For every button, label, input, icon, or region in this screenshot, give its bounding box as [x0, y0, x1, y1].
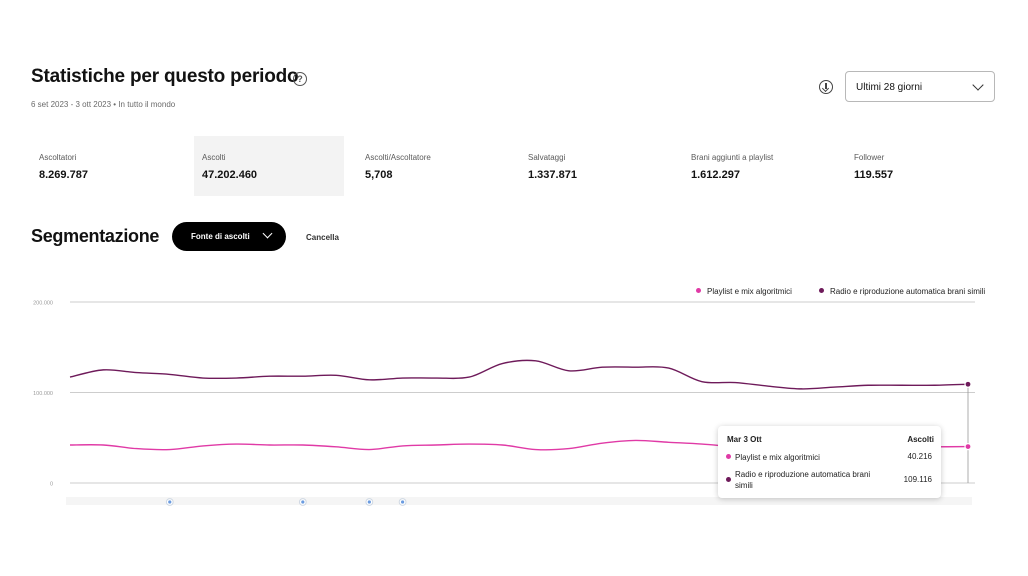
- timeline-marker-dot: [400, 500, 405, 504]
- cancel-button[interactable]: Cancella: [306, 233, 339, 242]
- series-end-point: [964, 443, 972, 451]
- page-title: Statistiche per questo periodo: [31, 66, 299, 87]
- stat-value: 119.557: [854, 169, 894, 181]
- stat-label: Salvataggi: [528, 153, 566, 162]
- stat-value: 1.337.871: [528, 169, 577, 181]
- tooltip-header: Ascolti: [907, 435, 934, 444]
- period-subtitle: 6 set 2023 - 3 ott 2023 • In tutto il mo…: [31, 100, 176, 109]
- stat-ascolti-per-ascoltatore[interactable]: Ascolti/Ascoltatore 5,708: [357, 136, 507, 196]
- y-tick-label: 0: [50, 482, 53, 488]
- stat-follower[interactable]: Follower 119.557: [846, 136, 996, 196]
- period-select[interactable]: Ultimi 28 giorni: [845, 71, 995, 102]
- x-axis-band: [66, 497, 972, 505]
- tooltip-date: Mar 3 Ott: [727, 435, 762, 444]
- chart-tooltip: Mar 3 Ott Ascolti Playlist e mix algorit…: [718, 426, 941, 498]
- y-tick-label: 200.000: [33, 301, 53, 307]
- stat-label: Ascoltatori: [39, 153, 77, 162]
- stat-label: Brani aggiunti a playlist: [691, 153, 774, 162]
- dot-icon: [726, 454, 731, 459]
- stat-ascoltatori[interactable]: Ascoltatori 8.269.787: [31, 136, 181, 196]
- tooltip-row-name: Playlist e mix algoritmici: [735, 453, 820, 462]
- download-icon[interactable]: [819, 80, 833, 94]
- legend-dot-icon: [696, 288, 701, 293]
- stat-label: Ascolti/Ascoltatore: [365, 153, 431, 162]
- stat-brani-aggiunti[interactable]: Brani aggiunti a playlist 1.612.297: [683, 136, 833, 196]
- legend-dot-icon: [819, 288, 824, 293]
- stat-value: 47.202.460: [202, 169, 258, 181]
- stat-salvataggi[interactable]: Salvataggi 1.337.871: [520, 136, 670, 196]
- stat-value: 5,708: [365, 169, 393, 181]
- source-filter-label: Fonte di ascolti: [191, 232, 250, 241]
- legend-item-radio[interactable]: Radio e riproduzione automatica brani si…: [819, 287, 985, 296]
- help-icon[interactable]: ?: [293, 72, 307, 86]
- source-filter-button[interactable]: Fonte di ascolti: [172, 222, 286, 251]
- stat-value: 1.612.297: [691, 169, 740, 181]
- dot-icon: [726, 477, 731, 482]
- tooltip-row-value: 40.216: [907, 452, 932, 461]
- stat-label: Ascolti: [202, 153, 226, 162]
- stat-ascolti[interactable]: Ascolti 47.202.460: [194, 136, 344, 196]
- stat-label: Follower: [854, 153, 885, 162]
- period-select-label: Ultimi 28 giorni: [856, 82, 923, 93]
- legend-label: Playlist e mix algoritmici: [707, 287, 792, 296]
- timeline-marker-dot: [301, 500, 305, 504]
- y-tick-label: 100.000: [33, 391, 53, 397]
- timeline-marker-dot: [168, 500, 172, 504]
- segmentation-title: Segmentazione: [31, 226, 160, 246]
- tooltip-row-name: Radio e riproduzione automatica brani si…: [735, 470, 871, 490]
- series-end-point: [964, 380, 972, 388]
- tooltip-row-value: 109.116: [903, 475, 932, 484]
- stat-value: 8.269.787: [39, 169, 88, 181]
- series-line-radio: [69, 359, 969, 390]
- legend-label: Radio e riproduzione automatica brani si…: [830, 287, 986, 296]
- legend-item-playlist[interactable]: Playlist e mix algoritmici: [696, 287, 792, 296]
- timeline-marker-dot: [367, 500, 371, 504]
